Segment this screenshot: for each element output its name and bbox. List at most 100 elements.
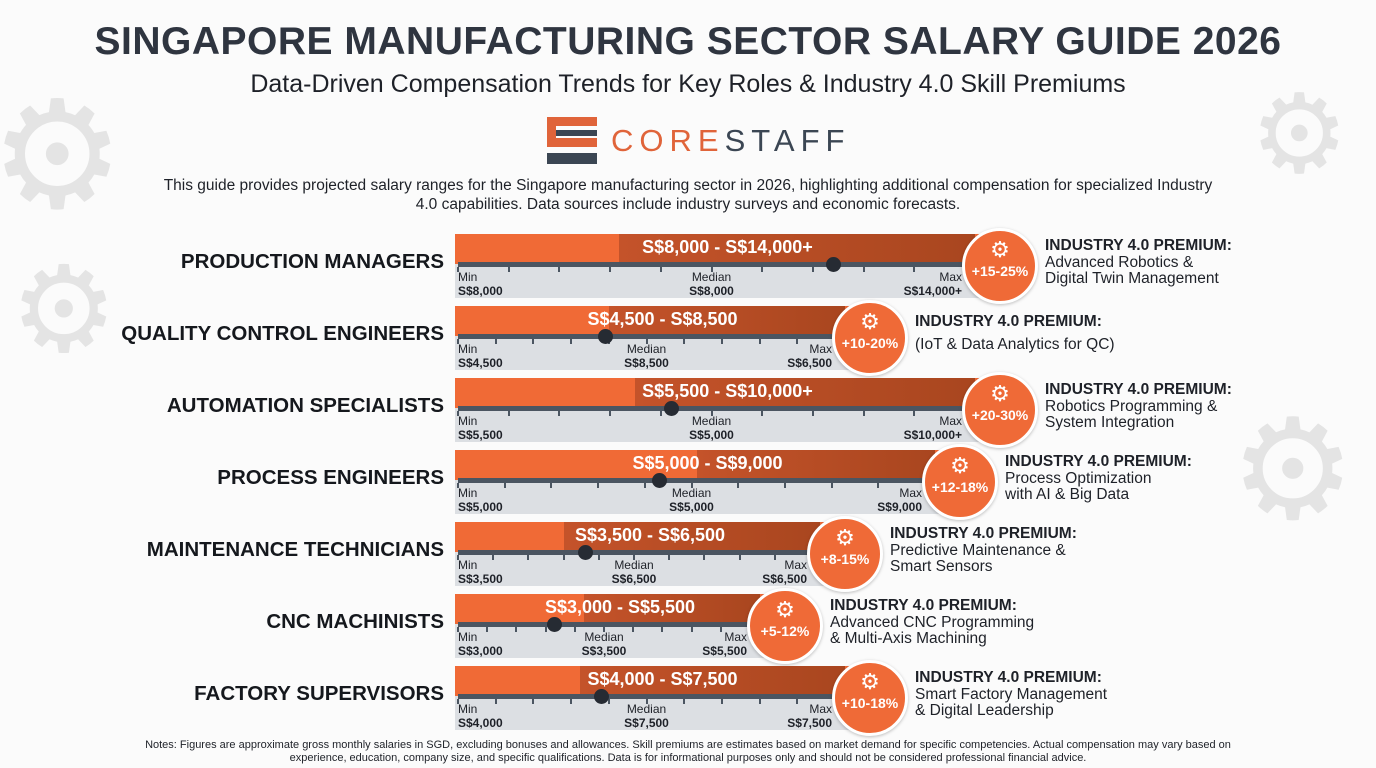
track-tick — [645, 339, 648, 344]
gear-icon: ⚙ — [950, 453, 970, 478]
premium-description: INDUSTRY 4.0 PREMIUM: Process Optimizatio… — [1005, 453, 1192, 504]
track-tick — [703, 555, 706, 560]
median-label-title: Median — [691, 270, 732, 284]
page-title: SINGAPORE MANUFACTURING SECTOR SALARY GU… — [94, 20, 1282, 63]
gear-icon: ⚙ — [990, 237, 1010, 262]
track-tick — [719, 627, 722, 632]
track-tick — [609, 411, 612, 416]
premium-description: INDUSTRY 4.0 PREMIUM: Advanced Robotics &… — [1045, 237, 1232, 288]
premium-description: INDUSTRY 4.0 PREMIUM: (IoT & Data Analyti… — [915, 313, 1115, 353]
min-label-title: Min — [458, 630, 478, 644]
median-label: Median S$5,000 — [657, 486, 727, 514]
premium-badge: ⚙ +12-18% — [922, 444, 998, 520]
gear-decoration-icon: ⚙ — [1230, 391, 1356, 548]
track-tick — [643, 483, 646, 488]
premium-skill-line: Predictive Maintenance & — [890, 541, 1066, 559]
min-label: Min S$3,000 — [458, 630, 503, 658]
track-tick — [527, 555, 530, 560]
salary-range-label: S$5,000 - S$9,000 — [632, 453, 783, 473]
bar-range-highlight — [579, 666, 845, 696]
median-marker — [594, 689, 610, 704]
gear-icon: ⚙ — [775, 597, 795, 622]
track-tick — [570, 339, 573, 344]
median-marker — [826, 257, 842, 272]
track-tick — [492, 555, 495, 560]
track-tick — [668, 555, 671, 560]
bar-range-highlight — [634, 378, 975, 408]
track-tick — [532, 339, 535, 344]
premium-heading: INDUSTRY 4.0 PREMIUM: — [830, 597, 1017, 614]
premium-skill-line: with AI & Big Data — [1005, 486, 1130, 503]
min-label: Min S$4,000 — [458, 702, 503, 730]
median-label: Median S$3,500 — [569, 630, 639, 658]
track-tick — [758, 339, 761, 344]
max-label-title: Max — [724, 630, 747, 644]
median-label-value: S$5,000 — [669, 500, 714, 514]
track-tick — [683, 339, 686, 344]
track-tick — [761, 411, 764, 416]
premium-badge: ⚙ +20-30% — [962, 372, 1038, 448]
salary-range-bar: S$3,500 - S$6,500 Min S$3,500 Median S$6,500… — [455, 522, 845, 586]
track-tick — [570, 699, 573, 704]
track-tick — [659, 411, 662, 416]
track-tick — [558, 411, 561, 416]
track-tick — [550, 483, 553, 488]
track-tick — [597, 555, 600, 560]
salary-range-label: S$4,500 - S$8,500 — [587, 309, 738, 329]
premium-percent: +8-15% — [820, 551, 870, 567]
max-label-value: S$6,500 — [762, 572, 807, 586]
min-label-title: Min — [458, 702, 478, 716]
median-marker — [651, 473, 667, 488]
min-label-value: S$4,000 — [458, 716, 503, 730]
gear-icon: ⚙ — [860, 669, 880, 694]
track-tick — [796, 699, 799, 704]
max-label-title: Max — [939, 414, 962, 428]
track-tick — [796, 339, 799, 344]
track-tick — [690, 483, 693, 488]
max-label: Max S$14,000+ — [904, 270, 962, 298]
max-label: Max S$6,500 — [762, 558, 807, 586]
footnotes: Notes: Figures are approximate gross mon… — [145, 739, 1231, 764]
range-track — [458, 694, 835, 699]
max-label: Max S$7,500 — [787, 702, 832, 730]
premium-heading: INDUSTRY 4.0 PREMIUM: — [1045, 237, 1232, 254]
track-tick — [710, 267, 713, 272]
median-label-value: S$8,500 — [624, 356, 669, 370]
track-tick — [558, 267, 561, 272]
track-tick — [607, 699, 610, 704]
track-tick — [486, 627, 489, 632]
track-tick — [690, 627, 693, 632]
min-label: Min S$8,000 — [458, 270, 503, 298]
premium-heading: INDUSTRY 4.0 PREMIUM: — [915, 313, 1102, 330]
median-label-title: Median — [671, 486, 712, 500]
role-label: MAINTENANCE TECHNICIANS — [146, 538, 444, 561]
track-tick — [457, 627, 459, 632]
bar-range-highlight — [618, 234, 975, 264]
premium-badge: ⚙ +15-25% — [962, 228, 1038, 304]
track-tick — [457, 699, 459, 704]
median-label-value: S$8,000 — [689, 284, 734, 298]
premium-percent: +20-30% — [971, 407, 1029, 423]
logo-text: CORESTAFF — [611, 123, 851, 158]
max-label-title: Max — [899, 486, 922, 500]
premium-heading: INDUSTRY 4.0 PREMIUM: — [890, 525, 1077, 542]
track-tick — [761, 267, 764, 272]
max-label-value: S$5,500 — [702, 644, 747, 658]
premium-percent: +12-18% — [931, 479, 989, 495]
premium-skill-line: & Multi-Axis Machining — [830, 630, 987, 647]
premium-skill-line: Smart Factory Management — [915, 685, 1108, 703]
premium-badge: ⚙ +8-15% — [807, 516, 883, 592]
track-tick — [773, 555, 776, 560]
min-label: Min S$4,500 — [458, 342, 503, 370]
max-label-title: Max — [939, 270, 962, 284]
median-label: Median S$8,500 — [612, 342, 682, 370]
premium-badge: ⚙ +5-12% — [747, 588, 823, 664]
track-tick — [573, 627, 576, 632]
track-tick — [913, 267, 916, 272]
salary-range-bar: S$8,000 - S$14,000+ Min S$8,000 Median S$8,0… — [455, 234, 1000, 298]
max-label-value: S$6,500 — [787, 356, 832, 370]
median-label-title: Median — [626, 342, 667, 356]
gear-icon: ⚙ — [835, 525, 855, 550]
intro-text: This guide provides projected salary ran… — [163, 177, 1213, 213]
track-tick — [507, 267, 510, 272]
